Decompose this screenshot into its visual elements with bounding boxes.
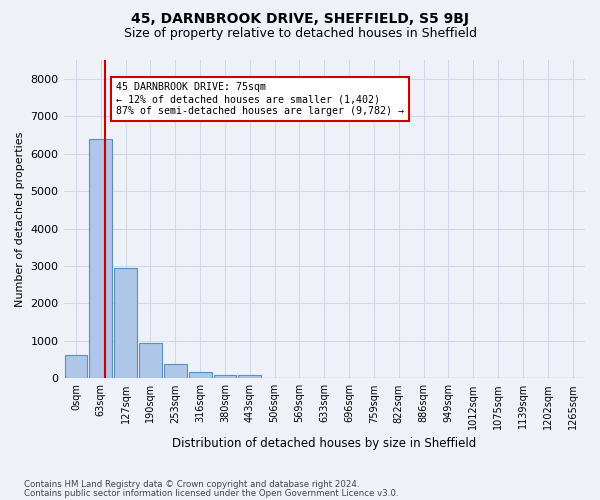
Bar bbox=[238, 376, 261, 378]
Text: Contains public sector information licensed under the Open Government Licence v3: Contains public sector information licen… bbox=[24, 488, 398, 498]
Text: 45 DARNBROOK DRIVE: 75sqm
← 12% of detached houses are smaller (1,402)
87% of se: 45 DARNBROOK DRIVE: 75sqm ← 12% of detac… bbox=[116, 82, 404, 116]
Bar bbox=[188, 372, 212, 378]
Text: Contains HM Land Registry data © Crown copyright and database right 2024.: Contains HM Land Registry data © Crown c… bbox=[24, 480, 359, 489]
Y-axis label: Number of detached properties: Number of detached properties bbox=[15, 132, 25, 307]
Bar bbox=[139, 342, 162, 378]
Bar bbox=[214, 374, 236, 378]
Text: 45, DARNBROOK DRIVE, SHEFFIELD, S5 9BJ: 45, DARNBROOK DRIVE, SHEFFIELD, S5 9BJ bbox=[131, 12, 469, 26]
Bar bbox=[114, 268, 137, 378]
Bar bbox=[164, 364, 187, 378]
Bar bbox=[65, 355, 88, 378]
X-axis label: Distribution of detached houses by size in Sheffield: Distribution of detached houses by size … bbox=[172, 437, 476, 450]
Text: Size of property relative to detached houses in Sheffield: Size of property relative to detached ho… bbox=[124, 28, 476, 40]
Bar bbox=[89, 138, 112, 378]
